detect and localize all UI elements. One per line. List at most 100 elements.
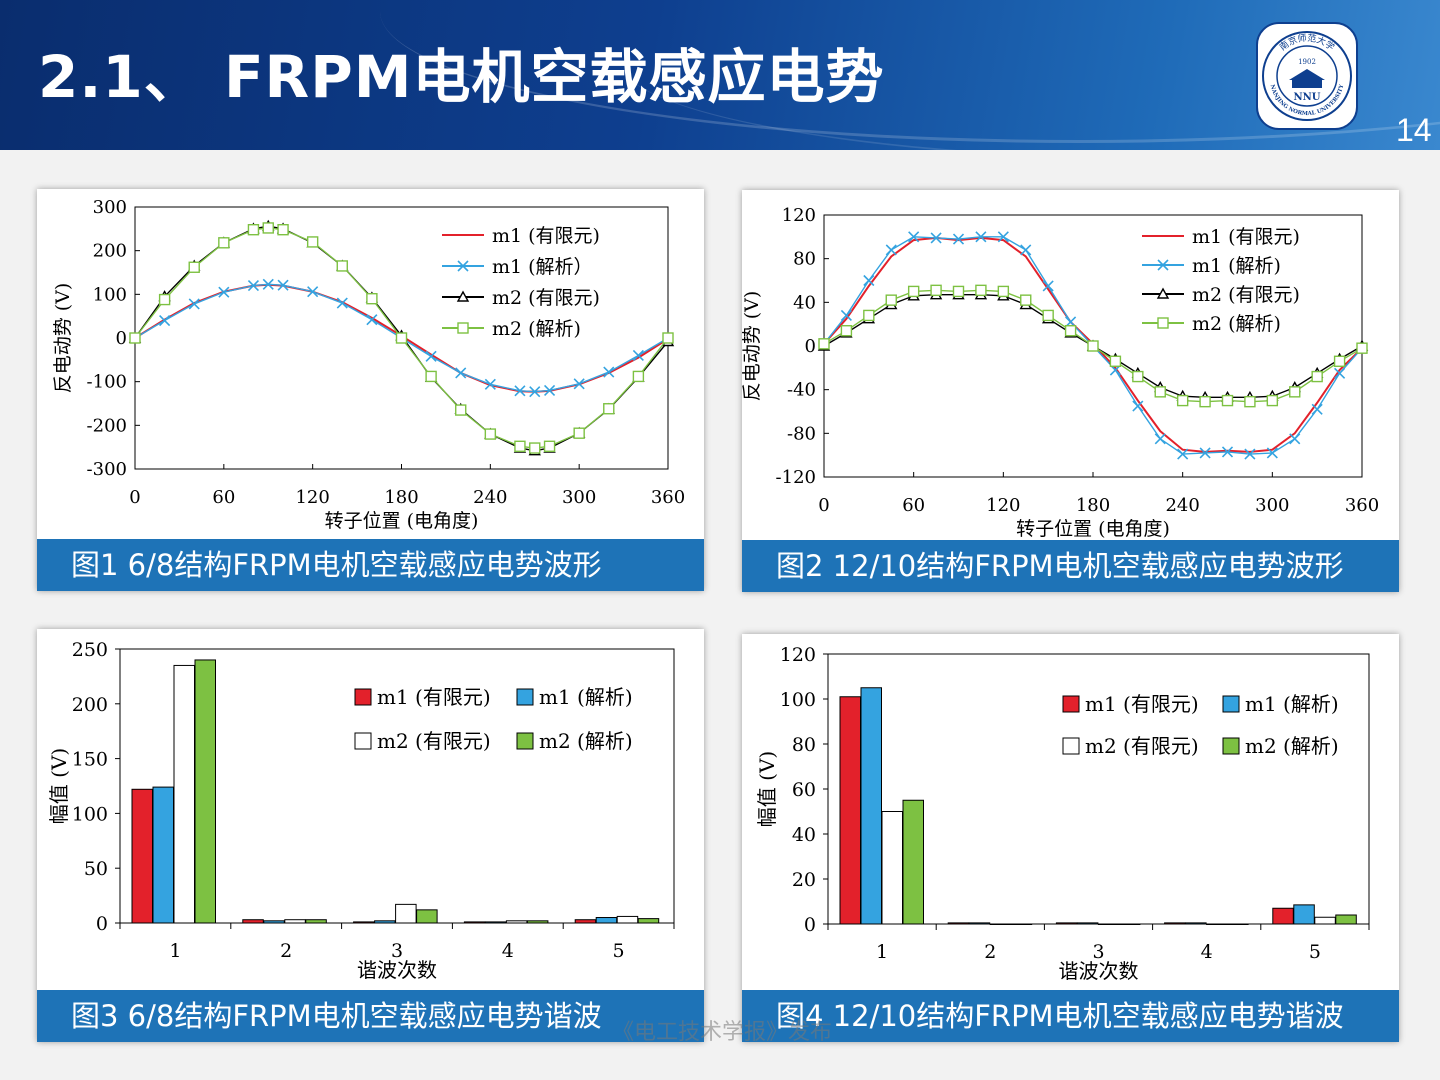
data-point — [336, 260, 348, 272]
page-number: 14 — [1396, 112, 1432, 148]
x-tick-label: 60 — [902, 495, 925, 516]
y-tick-label: 50 — [84, 858, 108, 880]
data-point — [1177, 448, 1189, 460]
data-point — [662, 332, 674, 344]
data-point — [366, 314, 378, 326]
data-point — [1020, 294, 1032, 306]
bar — [263, 920, 285, 924]
data-point — [425, 370, 437, 383]
data-point — [885, 244, 897, 256]
data-point — [632, 349, 644, 362]
data-point — [1311, 403, 1323, 415]
data-point — [1221, 446, 1234, 458]
harmonic-bar-chart-6-8: 0 50 100 150 200 250 1 2 3 4 5 谐波次数 幅值 (V) m1 (有限元) m1… — [47, 639, 675, 982]
x-tick-label: 180 — [384, 487, 418, 508]
x-tick-label: 120 — [295, 487, 329, 508]
chart-panel-3: 0 50 100 150 200 250 1 2 3 4 5 谐波次数 幅值 (V) m1 (有限元) m1… — [37, 629, 704, 1042]
data-point — [1020, 244, 1032, 256]
data-point — [455, 404, 467, 416]
watermark: 《电工技术学报》发布 — [612, 1020, 833, 1045]
y-tick-label: -200 — [87, 415, 127, 436]
data-point — [1289, 433, 1301, 445]
data-point — [997, 285, 1010, 298]
bar — [1335, 914, 1357, 925]
chart-panel-2: -120 -80 -40 0 40 80 120 0 60 120 180 240 300 360 转子位置… — [742, 190, 1399, 592]
bar — [902, 799, 924, 925]
data-point — [514, 440, 526, 452]
data-point — [1064, 325, 1077, 337]
x-tick-label: 240 — [1165, 495, 1199, 516]
data-point — [603, 366, 615, 378]
data-point — [1221, 394, 1234, 407]
bar — [526, 920, 549, 924]
x-tick-label: 300 — [1255, 495, 1289, 516]
data-point — [930, 284, 942, 297]
data-point — [1311, 370, 1323, 383]
legend-label: m2 (有限元) — [492, 287, 600, 309]
logo-abbr: NNU — [1293, 92, 1320, 103]
chart-panel-4: 0 20 40 60 80 100 120 1 2 3 4 5 谐波次数 幅值 (V) m1 (有限元) m1… — [742, 634, 1399, 1042]
bar — [173, 664, 195, 924]
bar — [574, 919, 597, 924]
x-tick-label: 5 — [613, 940, 625, 962]
data-point — [1199, 447, 1211, 459]
bar — [242, 919, 264, 924]
legend-label: m2 (有限元) — [1085, 734, 1199, 758]
data-point — [818, 338, 830, 350]
x-tick-label: 1 — [169, 940, 181, 962]
legend-label: m2 (解析) — [492, 318, 581, 340]
legend-swatch — [1062, 737, 1080, 755]
bar — [1118, 923, 1141, 925]
x-tick-label: 4 — [1201, 941, 1213, 963]
data-point — [573, 427, 585, 439]
data-point — [277, 224, 289, 236]
bar — [463, 921, 486, 924]
bar — [505, 920, 528, 924]
legend-marker — [1156, 287, 1170, 299]
y-tick-label: -300 — [87, 459, 127, 480]
data-point — [455, 367, 467, 379]
figure-caption-2: 图2 12/10结构FRPM电机空载感应电势波形 — [742, 540, 1399, 592]
data-point — [1244, 395, 1256, 408]
data-point — [1356, 342, 1368, 354]
legend-label: m1 (有限元) — [492, 225, 600, 247]
y-tick-label: 40 — [792, 824, 816, 846]
emf-waveform-chart-6-8: -300 -200 -100 0 100 200 300 0 60 120 180 240 300 360… — [52, 197, 685, 532]
x-tick-label: 360 — [1345, 495, 1379, 516]
legend-label: m1 (解析) — [539, 685, 633, 709]
y-tick-label: 150 — [72, 749, 108, 771]
y-tick-label: 200 — [72, 694, 108, 716]
data-point — [1132, 370, 1144, 383]
x-tick-label: 120 — [986, 495, 1020, 516]
bar — [1206, 923, 1228, 925]
x-tick-label: 2 — [280, 940, 292, 962]
y-tick-label: 20 — [792, 869, 816, 891]
y-tick-label: 80 — [793, 249, 816, 270]
data-point — [307, 286, 319, 298]
data-point — [1042, 309, 1054, 322]
x-axis-label: 转子位置 (电角度) — [325, 510, 479, 532]
data-point — [1334, 367, 1346, 379]
y-tick-label: 120 — [782, 205, 816, 226]
bar — [484, 921, 507, 924]
data-point — [188, 261, 200, 273]
legend-label: m1 (解析） — [492, 256, 593, 278]
harmonic-bar-chart-12-10: 0 20 40 60 80 100 120 1 2 3 4 5 谐波次数 幅值 (V) m1 (有限元) m1… — [755, 644, 1370, 983]
data-point — [975, 231, 987, 243]
x-axis-label: 谐波次数 — [1059, 959, 1139, 983]
x-tick-label: 180 — [1076, 495, 1110, 516]
data-point — [1266, 447, 1278, 459]
data-point — [863, 274, 875, 287]
x-tick-label: 3 — [1092, 941, 1104, 963]
bar — [1293, 904, 1315, 925]
y-tick-label: 0 — [804, 914, 816, 936]
x-tick-label: 60 — [212, 487, 235, 508]
legend-label: m2 (解析) — [1245, 734, 1339, 758]
y-tick-label: 120 — [780, 644, 816, 666]
y-tick-label: 60 — [792, 779, 816, 801]
data-point — [930, 232, 942, 244]
figure-caption-4: 图4 12/10结构FRPM电机空载感应电势谐波 — [742, 990, 1399, 1042]
data-point — [1266, 394, 1279, 407]
y-tick-label: 0 — [96, 913, 108, 935]
bar — [839, 696, 861, 925]
